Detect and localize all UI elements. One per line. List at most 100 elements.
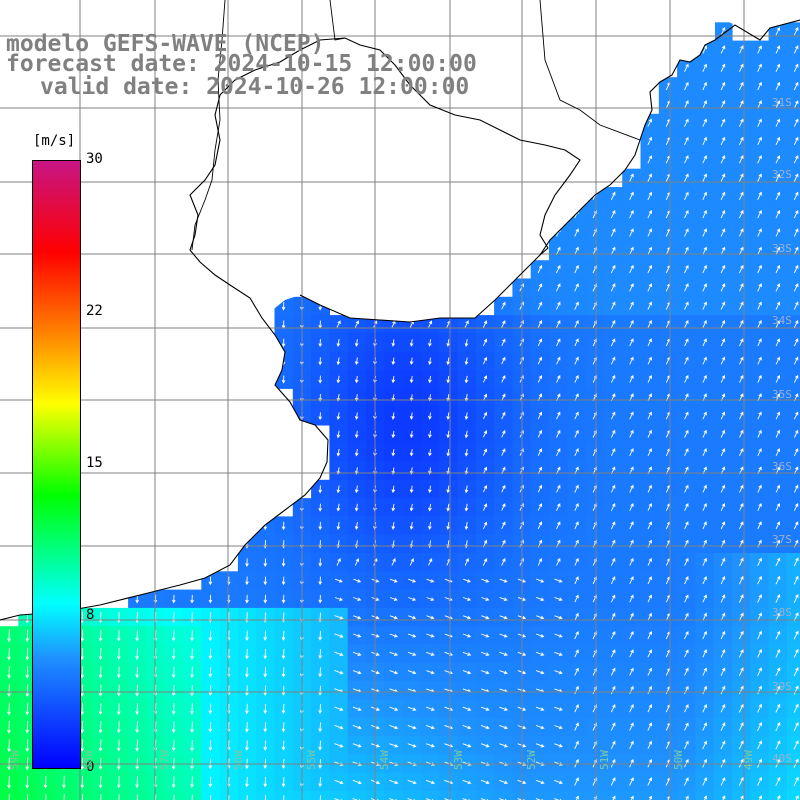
wind-arrow [336,521,341,531]
wind-arrow [720,594,726,603]
wind-arrow [647,740,653,749]
wind-arrow [757,722,762,731]
wind-arrow [556,448,561,456]
wind-arrow [501,338,506,346]
wind-arrow [171,703,176,715]
wind-arrow [352,798,361,800]
wind-arrow [720,338,726,347]
wind-arrow [647,685,652,695]
wind-arrow [775,758,781,768]
wind-cell [677,790,696,800]
wind-arrow [574,557,579,566]
wind-arrow [610,557,616,566]
colorbar-gradient [32,160,81,769]
wind-arrow [793,81,799,91]
wind-arrow [537,521,543,530]
wind-arrow [702,45,707,54]
wind-arrow [354,339,359,347]
wind-arrow [464,503,469,512]
wind-arrow [190,684,194,697]
wind-arrow [757,685,762,695]
wind-arrow [684,576,689,585]
wind-arrow [775,776,781,786]
colorbar-tick-30: 30 [86,151,103,167]
wind-arrow [684,740,689,750]
wind-arrow [391,357,396,366]
wind-arrow [409,503,414,512]
wind-arrow [702,319,707,328]
wind-arrow [426,706,435,711]
wind-arrow [757,448,762,456]
wind-arrow [190,648,194,660]
wind-arrow [135,684,139,697]
wind-arrow [554,670,563,675]
wind-arrow [554,725,563,730]
wind-cell [786,205,800,225]
wind-arrow [757,374,762,383]
wind-arrow [354,430,359,439]
wind-arrow [281,703,286,715]
lon-label: 54W [378,750,391,770]
colorbar-tick-0: 0 [86,759,95,775]
wind-arrow [135,757,139,770]
wind-arrow [574,667,579,676]
wind-arrow [499,578,508,583]
wind-arrow [245,558,249,567]
wind-arrow [556,338,561,347]
wind-arrow [391,375,396,384]
wind-arrow [63,794,65,800]
wind-arrow [775,667,781,677]
wind-arrow [702,81,707,91]
wind-arrow [446,412,451,420]
model-title: modelo GEFS-WAVE (NCEP) [6,31,325,57]
wind-arrow [336,357,341,366]
wind-arrow [574,484,579,493]
wind-arrow [610,338,616,347]
wind-arrow [481,651,490,656]
wind-arrow [629,722,634,731]
wind-arrow [757,118,762,127]
wind-arrow [757,319,762,328]
wind-arrow [116,721,121,734]
wind-arrow [575,795,579,800]
wind-arrow [574,264,579,274]
wind-arrow [793,776,799,787]
wind-arrow [702,374,707,383]
wind-arrow [793,502,799,511]
wind-arrow [62,775,66,789]
wind-arrow [647,630,652,640]
wind-arrow [685,795,689,800]
wind-arrow [100,794,102,800]
lon-label: 49W [742,750,755,770]
wind-arrow [462,779,472,785]
wind-arrow [80,666,84,679]
wind-arrow [629,319,634,328]
wind-arrow [647,356,652,365]
wind-arrow [793,667,799,677]
wind-arrow [683,777,689,786]
wind-arrow [793,246,799,255]
wind-arrow [263,703,268,715]
wind-arrow [354,375,359,384]
wind-arrow [8,794,10,800]
wind-cell [786,113,800,133]
wind-arrow [629,612,634,621]
wind-arrow [738,685,744,695]
wind-arrow [318,667,322,678]
wind-arrow [574,685,579,695]
wind-arrow [793,136,799,146]
wind-arrow [354,558,360,566]
wind-cell [786,388,800,408]
wind-arrow [738,191,744,200]
wind-arrow [556,484,561,493]
wind-arrow [775,411,781,420]
wind-arrow [647,576,652,585]
wind-arrow [720,45,726,54]
wind-arrow [720,63,726,72]
wind-arrow [463,578,471,583]
wind-arrow [98,757,103,771]
wind-arrow [481,615,490,620]
wind-cell [786,187,800,206]
